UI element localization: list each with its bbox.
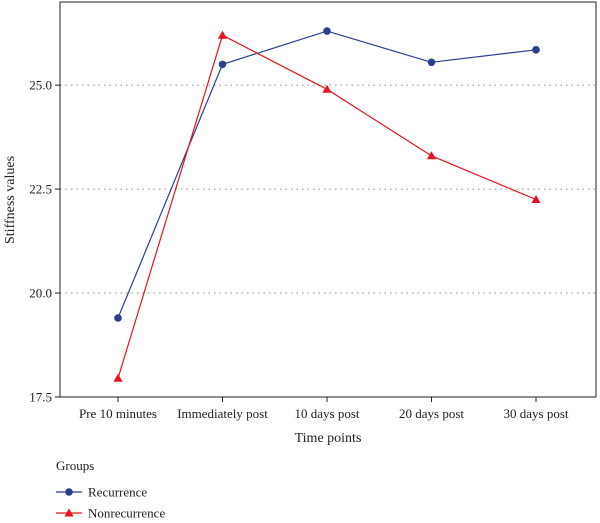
data-point: [322, 84, 332, 93]
legend: Groups Recurrence Nonrecurrence: [56, 458, 165, 521]
series-line: [117, 30, 537, 319]
legend-marker: [65, 488, 73, 496]
legend-marker: [64, 508, 74, 517]
y-axis-title: Stiffness values: [3, 156, 18, 244]
legend-label: Nonrecurrence: [88, 506, 165, 521]
x-tick-label: 20 days post: [399, 406, 464, 421]
data-point: [532, 46, 540, 54]
x-tick-label: Pre 10 minutes: [79, 406, 157, 421]
grid-lines: [60, 84, 596, 294]
x-tick-label: Immediately post: [177, 406, 268, 421]
plot-frame: [59, 1, 597, 398]
x-tick-label: 10 days post: [295, 406, 360, 421]
data-point: [427, 58, 436, 67]
x-tick-label: 30 days post: [504, 406, 569, 421]
y-axis-ticks: 17.5 20.0 22.5 25.0: [29, 78, 60, 405]
y-tick-label: 17.5: [29, 390, 52, 405]
y-tick-label: 20.0: [29, 286, 52, 301]
series-nonrecurrence: [113, 30, 541, 382]
data-point: [323, 27, 331, 35]
legend-entries: Recurrence Nonrecurrence: [56, 485, 165, 521]
data-point: [114, 314, 122, 322]
x-axis-ticks: Pre 10 minutes Immediately post 10 days po…: [79, 397, 569, 421]
x-axis-title: Time points: [295, 431, 362, 446]
legend-title: Groups: [56, 458, 94, 473]
data-point: [217, 30, 228, 39]
series-lines: [113, 27, 541, 382]
data-point: [218, 60, 227, 69]
data-point: [531, 194, 541, 203]
data-point: [426, 151, 437, 160]
y-tick-label: 25.0: [29, 78, 52, 93]
legend-entry: Recurrence: [56, 485, 147, 500]
data-point: [113, 373, 123, 382]
y-tick-label: 22.5: [29, 182, 52, 197]
legend-label: Recurrence: [88, 485, 147, 500]
legend-entry: Nonrecurrence: [56, 506, 165, 521]
